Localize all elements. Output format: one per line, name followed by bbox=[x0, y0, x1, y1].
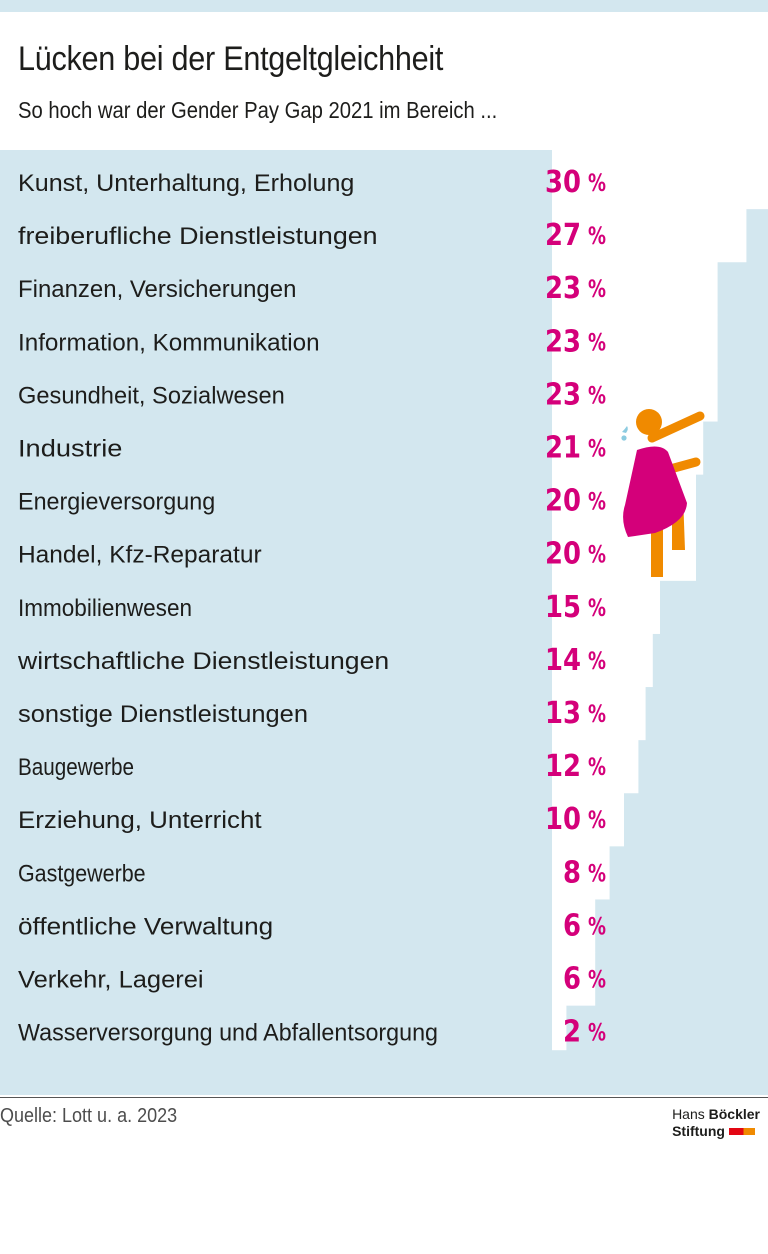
logo-text-stiftung: Stiftung bbox=[672, 1123, 725, 1139]
bar-step bbox=[552, 580, 660, 634]
value-label: 6 bbox=[563, 908, 581, 943]
category-label: Finanzen, Versicherungen bbox=[18, 276, 296, 303]
logo-text-boeckler: Böckler bbox=[708, 1106, 760, 1122]
bar-step bbox=[552, 951, 596, 1006]
category-label: Gesundheit, Sozialwesen bbox=[18, 382, 285, 409]
bar-step bbox=[552, 739, 639, 794]
percent-sign: % bbox=[588, 966, 606, 994]
category-label: Industrie bbox=[18, 436, 122, 463]
percent-sign: % bbox=[588, 1019, 606, 1047]
percent-sign: % bbox=[588, 328, 606, 356]
value-label: 12 bbox=[545, 749, 581, 784]
percent-sign: % bbox=[588, 541, 606, 569]
chart-title: Lücken bei der Entgeltgleichheit bbox=[18, 40, 444, 78]
footer-rule bbox=[0, 1097, 768, 1098]
percent-sign: % bbox=[588, 275, 606, 303]
value-label: 21 bbox=[545, 431, 581, 466]
value-label: 8 bbox=[563, 855, 581, 890]
category-label: Handel, Kfz-Reparatur bbox=[18, 542, 262, 569]
percent-sign: % bbox=[588, 912, 606, 940]
category-label: Wasserversorgung und Abfallentsorgung bbox=[18, 1020, 438, 1047]
value-label: 20 bbox=[545, 537, 581, 572]
chart-subtitle: So hoch war der Gender Pay Gap 2021 im B… bbox=[18, 97, 498, 123]
percent-sign: % bbox=[588, 169, 606, 197]
value-label: 6 bbox=[563, 962, 581, 997]
bar-step bbox=[552, 792, 624, 847]
bar-step bbox=[552, 150, 768, 210]
bar-step bbox=[552, 261, 718, 316]
percent-sign: % bbox=[588, 222, 606, 250]
value-label: 14 bbox=[545, 643, 581, 678]
percent-sign: % bbox=[588, 859, 606, 887]
gender-pay-gap-chart: Kunst, Unterhaltung, Erholung 30 % freiberu… bbox=[0, 150, 768, 1095]
source-note: Quelle: Lott u. a. 2023 bbox=[0, 1105, 178, 1127]
top-strip bbox=[0, 0, 768, 12]
bar-step bbox=[552, 314, 718, 369]
category-label: sonstige Dienstleistungen bbox=[18, 701, 308, 728]
value-label: 2 bbox=[563, 1015, 581, 1050]
value-label: 23 bbox=[545, 324, 581, 359]
bar-step bbox=[552, 1005, 567, 1051]
hans-boeckler-stiftung-logo: Hans Böckler Stiftung bbox=[672, 1106, 760, 1140]
category-label: Energieversorgung bbox=[18, 489, 215, 516]
category-label: Immobilienwesen bbox=[18, 595, 192, 622]
percent-sign: % bbox=[588, 488, 606, 516]
value-label: 23 bbox=[545, 377, 581, 412]
category-label: Erziehung, Unterricht bbox=[18, 807, 262, 834]
percent-sign: % bbox=[588, 381, 606, 409]
category-label: Information, Kommunikation bbox=[18, 329, 320, 356]
percent-sign: % bbox=[588, 753, 606, 781]
value-label: 23 bbox=[545, 271, 581, 306]
percent-sign: % bbox=[588, 700, 606, 728]
climbing-girl-icon bbox=[621, 409, 705, 577]
category-label: freiberufliche Dienstleistungen bbox=[18, 223, 378, 250]
category-label: Kunst, Unterhaltung, Erholung bbox=[18, 170, 354, 197]
bar-step bbox=[552, 686, 646, 741]
percent-sign: % bbox=[588, 435, 606, 463]
value-label: 20 bbox=[545, 484, 581, 519]
category-rows: Kunst, Unterhaltung, Erholung 30 % freiberu… bbox=[17, 165, 606, 1050]
value-label: 15 bbox=[545, 590, 581, 625]
bar-step bbox=[552, 367, 718, 422]
logo-bar-icon bbox=[728, 1128, 755, 1135]
percent-sign: % bbox=[588, 594, 606, 622]
value-label: 30 bbox=[545, 165, 581, 200]
bar-step bbox=[552, 845, 610, 900]
bar-step bbox=[552, 898, 596, 953]
category-label: Baugewerbe bbox=[18, 754, 134, 781]
category-label: öffentliche Verwaltung bbox=[18, 913, 273, 940]
percent-sign: % bbox=[588, 806, 606, 834]
category-label: wirtschaftliche Dienstleistungen bbox=[17, 648, 389, 675]
category-label: Gastgewerbe bbox=[18, 860, 146, 887]
value-label: 13 bbox=[545, 696, 581, 731]
value-label: 10 bbox=[545, 802, 581, 837]
percent-sign: % bbox=[588, 647, 606, 675]
category-label: Verkehr, Lagerei bbox=[18, 967, 204, 994]
logo-text-hans: Hans bbox=[672, 1106, 705, 1122]
bar-step bbox=[552, 633, 653, 688]
value-label: 27 bbox=[545, 218, 581, 253]
bar-step bbox=[552, 208, 747, 263]
